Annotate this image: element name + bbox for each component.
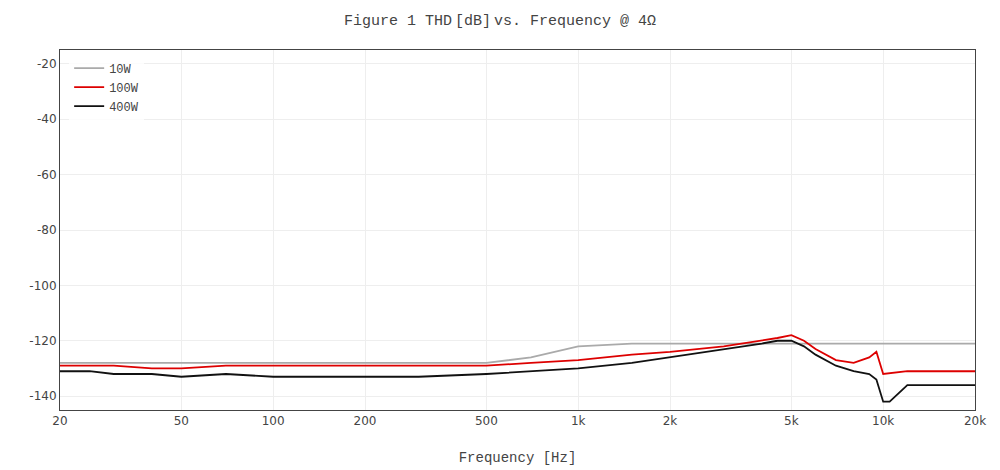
svg-text:1k: 1k [571,414,586,428]
svg-text:2k: 2k [663,414,678,428]
svg-text:-80: -80 [37,223,57,237]
svg-text:400W: 400W [109,101,139,115]
svg-text:10k: 10k [872,414,894,428]
svg-text:200: 200 [354,414,377,428]
svg-text:-40: -40 [37,112,57,126]
svg-text:Figure 1 THD [dB] vs. Frequenc: Figure 1 THD [dB] vs. Frequency @ 4Ω [344,13,656,30]
svg-text:100: 100 [262,414,285,428]
svg-text:20: 20 [52,414,67,428]
svg-text:50: 50 [174,414,189,428]
svg-text:5k: 5k [784,414,799,428]
svg-text:20k: 20k [964,414,986,428]
svg-text:-120: -120 [29,334,56,348]
svg-text:-20: -20 [37,57,57,71]
svg-text:100W: 100W [109,82,139,96]
svg-text:-140: -140 [29,389,56,403]
svg-text:-60: -60 [37,168,57,182]
svg-text:10W: 10W [109,63,131,77]
svg-text:500: 500 [475,414,498,428]
svg-text:Frequency [Hz]: Frequency [Hz] [459,450,577,466]
svg-text:-100: -100 [29,279,56,293]
